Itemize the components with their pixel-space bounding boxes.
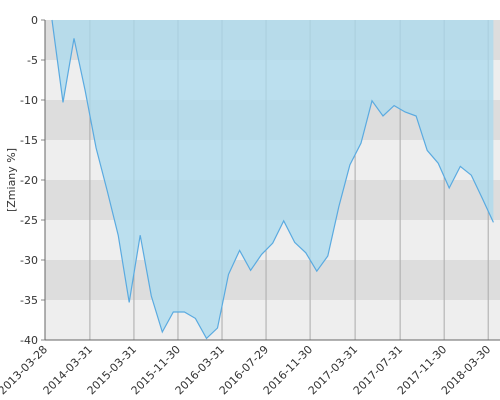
area-line bbox=[51, 19, 494, 340]
y-tick-label: -35 bbox=[20, 294, 38, 307]
y-tick-label: -5 bbox=[27, 54, 38, 67]
y-tick-label: -10 bbox=[20, 94, 38, 107]
area-fill bbox=[52, 20, 494, 339]
y-tick-label: -30 bbox=[20, 254, 38, 267]
y-tick-label: -15 bbox=[20, 134, 38, 147]
y-tick-label: -25 bbox=[20, 214, 38, 227]
y-tick-label: 0 bbox=[31, 14, 38, 27]
y-axis-label: [Zmiany %] bbox=[5, 148, 18, 212]
grid-band bbox=[45, 260, 500, 300]
y-tick-label: -20 bbox=[20, 174, 38, 187]
y-tick-label: -40 bbox=[20, 334, 38, 347]
